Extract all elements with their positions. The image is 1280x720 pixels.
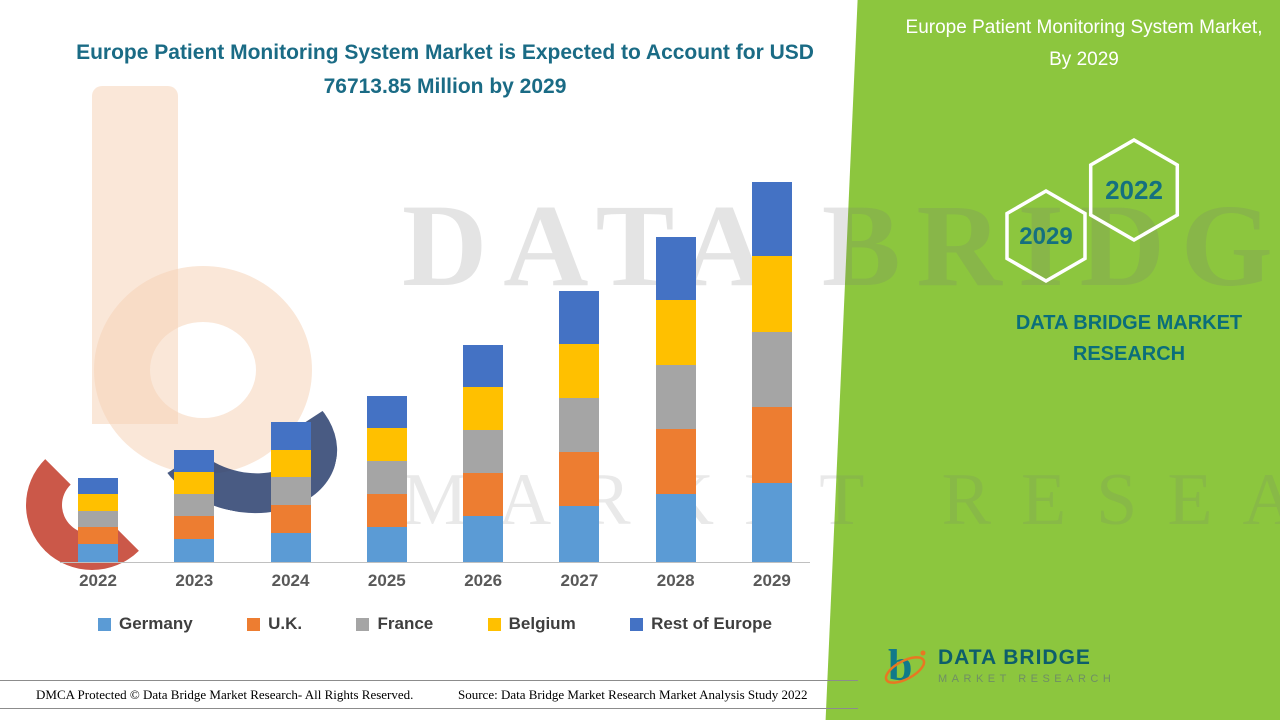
watermark-data-bridge: DATA BRIDGE bbox=[402, 180, 1280, 311]
bar-segment-germany bbox=[366, 527, 407, 562]
legend-swatch bbox=[630, 617, 644, 631]
bar-segment-rest-of-europe bbox=[751, 181, 792, 257]
bar-segment-u-k- bbox=[78, 527, 118, 545]
logo-name: DATA BRIDGE bbox=[938, 645, 1091, 669]
stacked-bar-chart: 2022 2023 2024 2025 2026 2027 2028 2029 bbox=[60, 150, 810, 590]
hexagon-2029-label: 2029 bbox=[1019, 223, 1072, 250]
bar-segment-rest-of-europe bbox=[78, 477, 118, 494]
bar-segment-belgium bbox=[655, 300, 696, 365]
bar-2025 bbox=[359, 395, 415, 562]
bar-segment-rest-of-europe bbox=[366, 395, 407, 429]
bar-segment-u-k- bbox=[559, 451, 600, 506]
bar-2022 bbox=[70, 477, 126, 562]
x-axis-label-2028: 2028 bbox=[656, 571, 695, 590]
bar-segment-france bbox=[559, 397, 600, 452]
x-axis-label-2026: 2026 bbox=[464, 571, 503, 590]
legend-item-u-k-: U.K. bbox=[247, 614, 302, 634]
bar-segment-belgium bbox=[463, 387, 504, 431]
legend-swatch bbox=[487, 617, 501, 631]
brand-text: DATA BRIDGE MARKET RESEARCH bbox=[1015, 312, 1243, 365]
bar-segment-rest-of-europe bbox=[655, 236, 696, 301]
x-axis-label-2024: 2024 bbox=[271, 571, 310, 590]
footer-divider-top bbox=[0, 680, 858, 681]
bar-segment-germany bbox=[463, 516, 504, 562]
footer-source-text: Source: Data Bridge Market Research Mark… bbox=[458, 687, 808, 702]
data-bridge-logo: b DATA BRIDGE MARKET RESEARCH bbox=[882, 640, 1115, 690]
legend-swatch bbox=[356, 617, 370, 631]
bar-2028 bbox=[648, 236, 704, 562]
bar-segment-france bbox=[174, 494, 215, 517]
bar-segment-rest-of-europe bbox=[174, 450, 215, 473]
bar-segment-u-k- bbox=[366, 494, 407, 528]
bar-segment-germany bbox=[270, 532, 311, 562]
hexagon-2022-label: 2022 bbox=[1105, 175, 1163, 205]
bar-segment-rest-of-europe bbox=[270, 422, 311, 450]
bar-segment-germany bbox=[78, 544, 118, 562]
legend-item-belgium: Belgium bbox=[487, 614, 576, 634]
bar-segment-germany bbox=[751, 482, 792, 562]
footer-dmca-text: DMCA Protected © Data Bridge Market Rese… bbox=[36, 687, 414, 702]
x-axis-label-2029: 2029 bbox=[753, 571, 791, 590]
legend-label: U.K. bbox=[268, 614, 303, 633]
bar-segment-germany bbox=[559, 505, 600, 562]
page-title: Europe Patient Monitoring System Market … bbox=[76, 41, 814, 98]
bar-segment-belgium bbox=[174, 472, 215, 495]
green-panel-title: Europe Patient Monitoring System Market,… bbox=[905, 17, 1263, 71]
bar-2023 bbox=[166, 450, 222, 562]
bar-segment-rest-of-europe bbox=[559, 290, 600, 344]
bar-segment-u-k- bbox=[655, 429, 696, 495]
legend-label: France bbox=[377, 614, 434, 633]
hexagon-2029-shape bbox=[1005, 188, 1087, 284]
bar-2024 bbox=[263, 422, 319, 562]
bar-segment-belgium bbox=[366, 428, 407, 461]
hexagon-2022-shape bbox=[1088, 138, 1180, 243]
bar-segment-rest-of-europe bbox=[463, 344, 504, 388]
bar-segment-u-k- bbox=[174, 516, 215, 539]
x-axis-labels: 2022 2023 2024 2025 2026 2027 2028 2029 bbox=[60, 571, 810, 591]
bar-segment-france bbox=[463, 430, 504, 474]
bar-segment-belgium bbox=[78, 493, 118, 511]
legend-label: Rest of Europe bbox=[651, 614, 772, 633]
logo-subtitle: MARKET RESEARCH bbox=[938, 672, 1116, 685]
legend-item-france: France bbox=[356, 614, 433, 634]
bar-segment-belgium bbox=[270, 449, 311, 478]
bar-segment-u-k- bbox=[270, 505, 311, 533]
legend-label: Belgium bbox=[508, 614, 576, 633]
bar-segment-germany bbox=[655, 494, 696, 562]
chart-plot bbox=[60, 150, 810, 563]
bar-segment-france bbox=[270, 477, 311, 506]
legend-item-rest-of-europe: Rest of Europe bbox=[630, 614, 772, 634]
bar-segment-france bbox=[366, 460, 407, 495]
x-axis-label-2025: 2025 bbox=[367, 571, 406, 590]
chart-legend: Germany U.K. France Belgium Rest of Europe bbox=[60, 614, 810, 634]
legend-label: Germany bbox=[119, 614, 193, 633]
footer-divider-bottom bbox=[0, 708, 858, 709]
bar-segment-u-k- bbox=[751, 406, 792, 483]
legend-item-germany: Germany bbox=[98, 614, 193, 634]
x-axis-label-2027: 2027 bbox=[560, 571, 599, 590]
bar-segment-germany bbox=[174, 538, 215, 562]
legend-swatch bbox=[247, 617, 261, 631]
x-axis-label-2022: 2022 bbox=[79, 571, 117, 590]
dbmr-logo-icon: b bbox=[884, 641, 926, 690]
bar-segment-france bbox=[78, 510, 118, 528]
bar-segment-belgium bbox=[559, 344, 600, 398]
x-axis-label-2023: 2023 bbox=[175, 571, 214, 590]
watermark-market-research: MARKET RESEARCH bbox=[402, 459, 1280, 541]
bar-segment-france bbox=[655, 364, 696, 430]
bar-segment-u-k- bbox=[463, 473, 504, 517]
bar-2029 bbox=[744, 181, 800, 562]
bar-segment-france bbox=[751, 331, 792, 407]
year-hexagons: 2029 2022 bbox=[1005, 138, 1180, 284]
bar-2027 bbox=[551, 290, 607, 562]
legend-swatch bbox=[98, 617, 111, 631]
bar-segment-belgium bbox=[751, 256, 792, 332]
bar-2026 bbox=[455, 344, 511, 562]
